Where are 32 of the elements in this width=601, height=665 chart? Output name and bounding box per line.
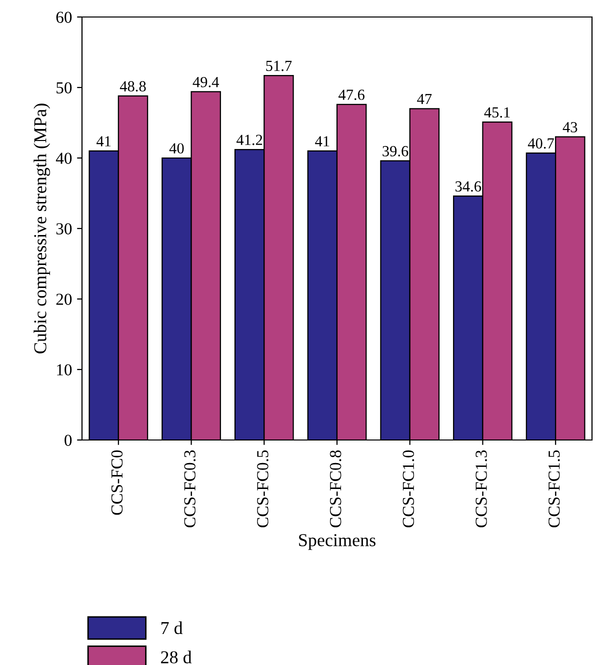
data-label: 41 [96, 136, 111, 146]
y-tick-label: 50 [56, 82, 72, 94]
data-label: 47 [417, 94, 432, 104]
y-tick-label: 0 [64, 434, 72, 446]
x-tick-label: CCS-FC1.5 [548, 450, 560, 528]
data-label: 40.7 [528, 138, 554, 149]
data-label: 47.6 [338, 90, 364, 100]
legend-label: 7 d [161, 621, 183, 634]
y-axis-title: Cubic compressive strength (MPa) [34, 104, 50, 354]
legend-label: 28 d [161, 650, 192, 664]
data-label: 41 [315, 136, 330, 146]
data-label: 49.4 [192, 76, 219, 88]
x-tick-label: CCS-FC0 [111, 450, 123, 515]
data-label: 34.6 [456, 181, 482, 192]
data-label: 48.8 [120, 81, 146, 92]
y-tick-label: 30 [56, 223, 72, 234]
y-tick-label: 40 [56, 152, 72, 164]
data-label: 45.1 [484, 107, 510, 118]
data-label: 41.2 [236, 134, 262, 146]
x-tick-label: CCS-FC0.3 [184, 450, 196, 528]
data-label: 51.7 [266, 60, 292, 72]
data-label: 39.6 [382, 146, 408, 156]
x-tick-label: CCS-FC1.3 [476, 450, 487, 528]
y-tick-label: 10 [57, 364, 72, 376]
x-tick-label: CCS-FC0.5 [257, 450, 268, 528]
x-tick-label: CCS-FC0.8 [330, 450, 342, 528]
y-tick-label: 60 [56, 12, 72, 23]
data-label: 40 [169, 143, 184, 154]
x-axis-title: Specimens [299, 534, 376, 550]
data-label: 43 [562, 122, 578, 132]
x-tick-label: CCS-FC1.0 [402, 450, 414, 528]
y-tick-label: 20 [56, 294, 72, 305]
